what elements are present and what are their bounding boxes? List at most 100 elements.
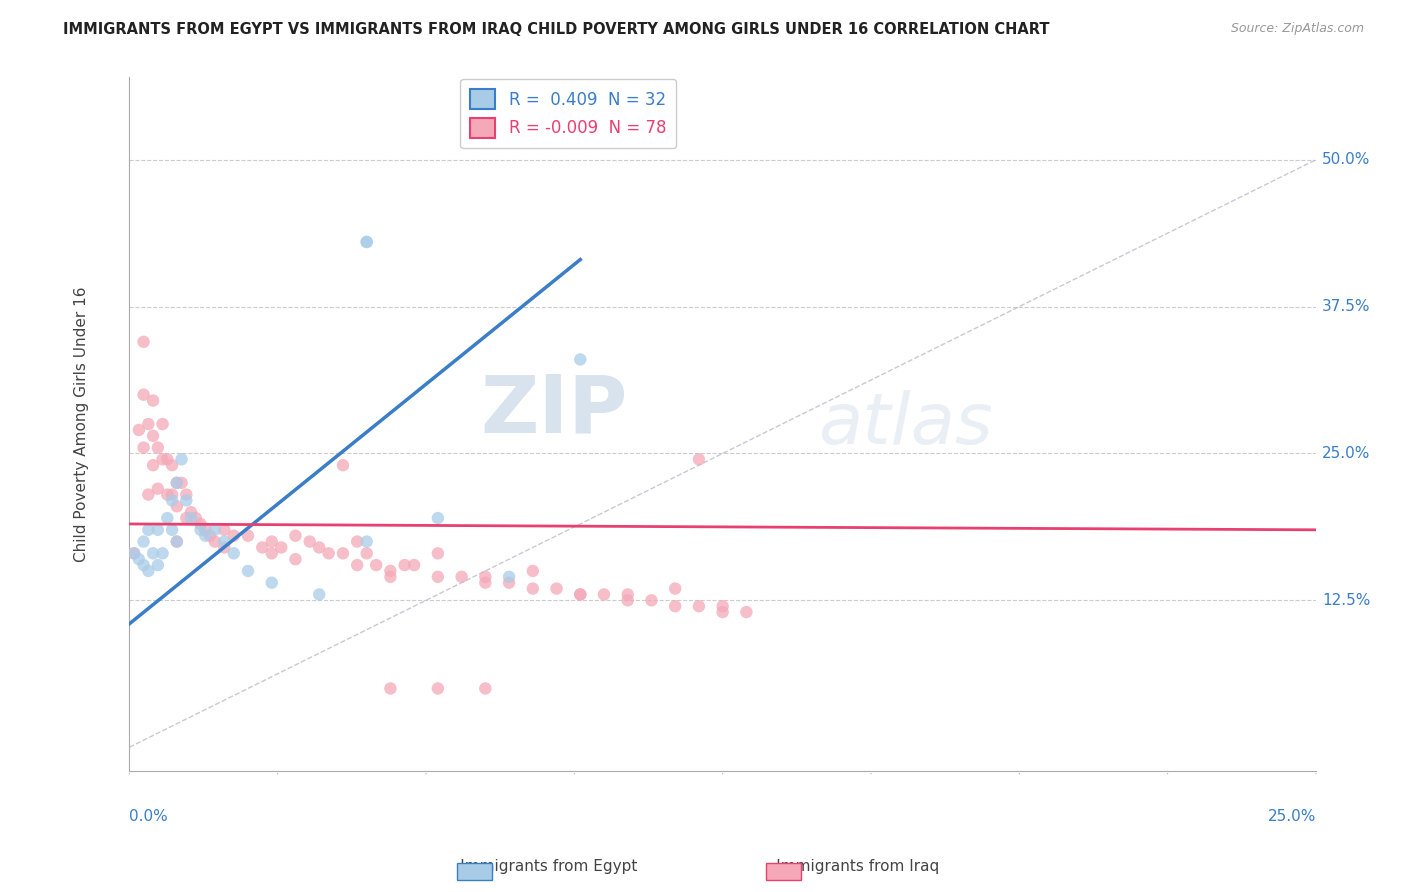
Point	[170, 475, 193, 490]
Point	[688, 452, 710, 467]
Point	[204, 534, 226, 549]
Point	[426, 570, 449, 584]
Point	[260, 575, 283, 590]
Text: 25.0%: 25.0%	[1322, 446, 1371, 461]
Point	[160, 487, 183, 501]
Point	[152, 546, 174, 560]
Point	[298, 534, 321, 549]
Point	[366, 558, 388, 572]
Point	[222, 546, 245, 560]
Point	[356, 534, 378, 549]
Point	[404, 558, 426, 572]
Point	[569, 587, 592, 601]
Point	[380, 564, 402, 578]
Point	[346, 534, 368, 549]
Text: 50.0%: 50.0%	[1322, 153, 1371, 167]
Text: Immigrants from Iraq: Immigrants from Iraq	[748, 859, 939, 874]
Point	[318, 546, 340, 560]
Point	[146, 441, 169, 455]
Text: IMMIGRANTS FROM EGYPT VS IMMIGRANTS FROM IRAQ CHILD POVERTY AMONG GIRLS UNDER 16: IMMIGRANTS FROM EGYPT VS IMMIGRANTS FROM…	[63, 22, 1050, 37]
Text: Source: ZipAtlas.com: Source: ZipAtlas.com	[1230, 22, 1364, 36]
Point	[152, 452, 174, 467]
Point	[204, 523, 226, 537]
Point	[426, 546, 449, 560]
Point	[132, 387, 155, 401]
Point	[450, 570, 472, 584]
Point	[128, 423, 150, 437]
Point	[308, 541, 330, 555]
Point	[308, 587, 330, 601]
Point	[132, 558, 155, 572]
Text: Immigrants from Egypt: Immigrants from Egypt	[432, 859, 637, 874]
Point	[236, 529, 259, 543]
Point	[176, 493, 198, 508]
Point	[160, 523, 183, 537]
Point	[346, 558, 368, 572]
Point	[190, 523, 212, 537]
Point	[142, 458, 165, 473]
Point	[142, 546, 165, 560]
Point	[156, 452, 179, 467]
Point	[146, 558, 169, 572]
Point	[128, 552, 150, 566]
Point	[142, 429, 165, 443]
Point	[166, 534, 188, 549]
Point	[426, 681, 449, 696]
Point	[711, 605, 734, 619]
Point	[180, 511, 202, 525]
Point	[190, 516, 212, 531]
Point	[356, 235, 378, 249]
Point	[194, 523, 217, 537]
Point	[498, 575, 520, 590]
Point	[332, 458, 354, 473]
Point	[166, 534, 188, 549]
Point	[180, 505, 202, 519]
Point	[522, 564, 544, 578]
Point	[474, 681, 496, 696]
Point	[166, 500, 188, 514]
Point	[260, 534, 283, 549]
Point	[176, 511, 198, 525]
Point	[593, 587, 616, 601]
Point	[735, 605, 758, 619]
Point	[474, 575, 496, 590]
Point	[498, 570, 520, 584]
Point	[664, 599, 686, 614]
Point	[332, 546, 354, 560]
Point	[132, 441, 155, 455]
Text: ZIP: ZIP	[481, 371, 627, 450]
Point	[284, 529, 307, 543]
Point	[160, 458, 183, 473]
Point	[146, 523, 169, 537]
Point	[474, 570, 496, 584]
Point	[146, 482, 169, 496]
Point	[284, 552, 307, 566]
Point	[546, 582, 568, 596]
Point	[194, 529, 217, 543]
Point	[166, 475, 188, 490]
Text: atlas: atlas	[817, 390, 993, 458]
Text: Child Poverty Among Girls Under 16: Child Poverty Among Girls Under 16	[75, 286, 90, 562]
Point	[616, 587, 638, 601]
Point	[522, 582, 544, 596]
Point	[184, 511, 207, 525]
Point	[138, 523, 160, 537]
Point	[138, 417, 160, 431]
Point	[394, 558, 416, 572]
Point	[214, 534, 236, 549]
Point	[160, 493, 183, 508]
Point	[260, 546, 283, 560]
Point	[214, 523, 236, 537]
Point	[569, 587, 592, 601]
Point	[138, 487, 160, 501]
Point	[138, 564, 160, 578]
Point	[222, 529, 245, 543]
Point	[152, 417, 174, 431]
Point	[166, 475, 188, 490]
Point	[252, 541, 274, 555]
Point	[711, 599, 734, 614]
Point	[156, 487, 179, 501]
Point	[640, 593, 662, 607]
Point	[380, 570, 402, 584]
Text: 12.5%: 12.5%	[1322, 593, 1371, 607]
